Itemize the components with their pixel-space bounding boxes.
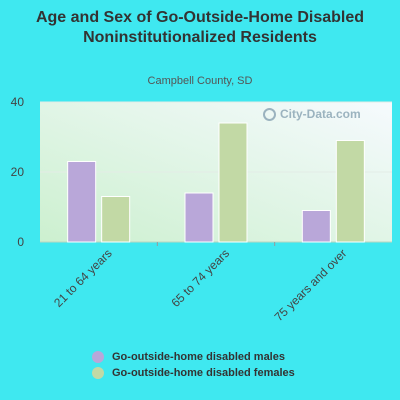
bar-males-0[interactable] bbox=[67, 161, 97, 243]
chart-title: Age and Sex of Go-Outside-Home Disabled … bbox=[35, 9, 365, 46]
x-tick-label: 21 to 64 years bbox=[51, 246, 115, 310]
y-tick-label: 20 bbox=[11, 165, 25, 179]
legend-swatch-females bbox=[92, 367, 104, 379]
bar-males-1[interactable] bbox=[184, 192, 214, 243]
bar-females-2[interactable] bbox=[335, 140, 365, 243]
legend-label-females: Go-outside-home disabled females bbox=[112, 367, 295, 379]
bar-males-2[interactable] bbox=[301, 210, 331, 243]
legend-item-males: Go-outside-home disabled males bbox=[92, 349, 295, 365]
y-tick-label: 0 bbox=[17, 235, 24, 249]
magnifier-icon bbox=[263, 107, 276, 121]
chart-legend: Go-outside-home disabled males Go-outsid… bbox=[92, 349, 295, 381]
chart-subtitle: Campbell County, SD bbox=[147, 75, 253, 87]
x-tick-label: 65 to 74 years bbox=[168, 246, 232, 310]
watermark: City-Data.com bbox=[263, 107, 361, 121]
bar-females-0[interactable] bbox=[101, 196, 131, 243]
legend-swatch-males bbox=[92, 351, 104, 363]
bar-females-1[interactable] bbox=[218, 122, 248, 243]
x-tick-label: 75 years and over bbox=[272, 246, 350, 324]
y-tick-label: 40 bbox=[11, 95, 25, 109]
legend-label-males: Go-outside-home disabled males bbox=[112, 351, 285, 363]
watermark-text: City-Data.com bbox=[280, 107, 361, 121]
legend-item-females: Go-outside-home disabled females bbox=[92, 365, 295, 381]
